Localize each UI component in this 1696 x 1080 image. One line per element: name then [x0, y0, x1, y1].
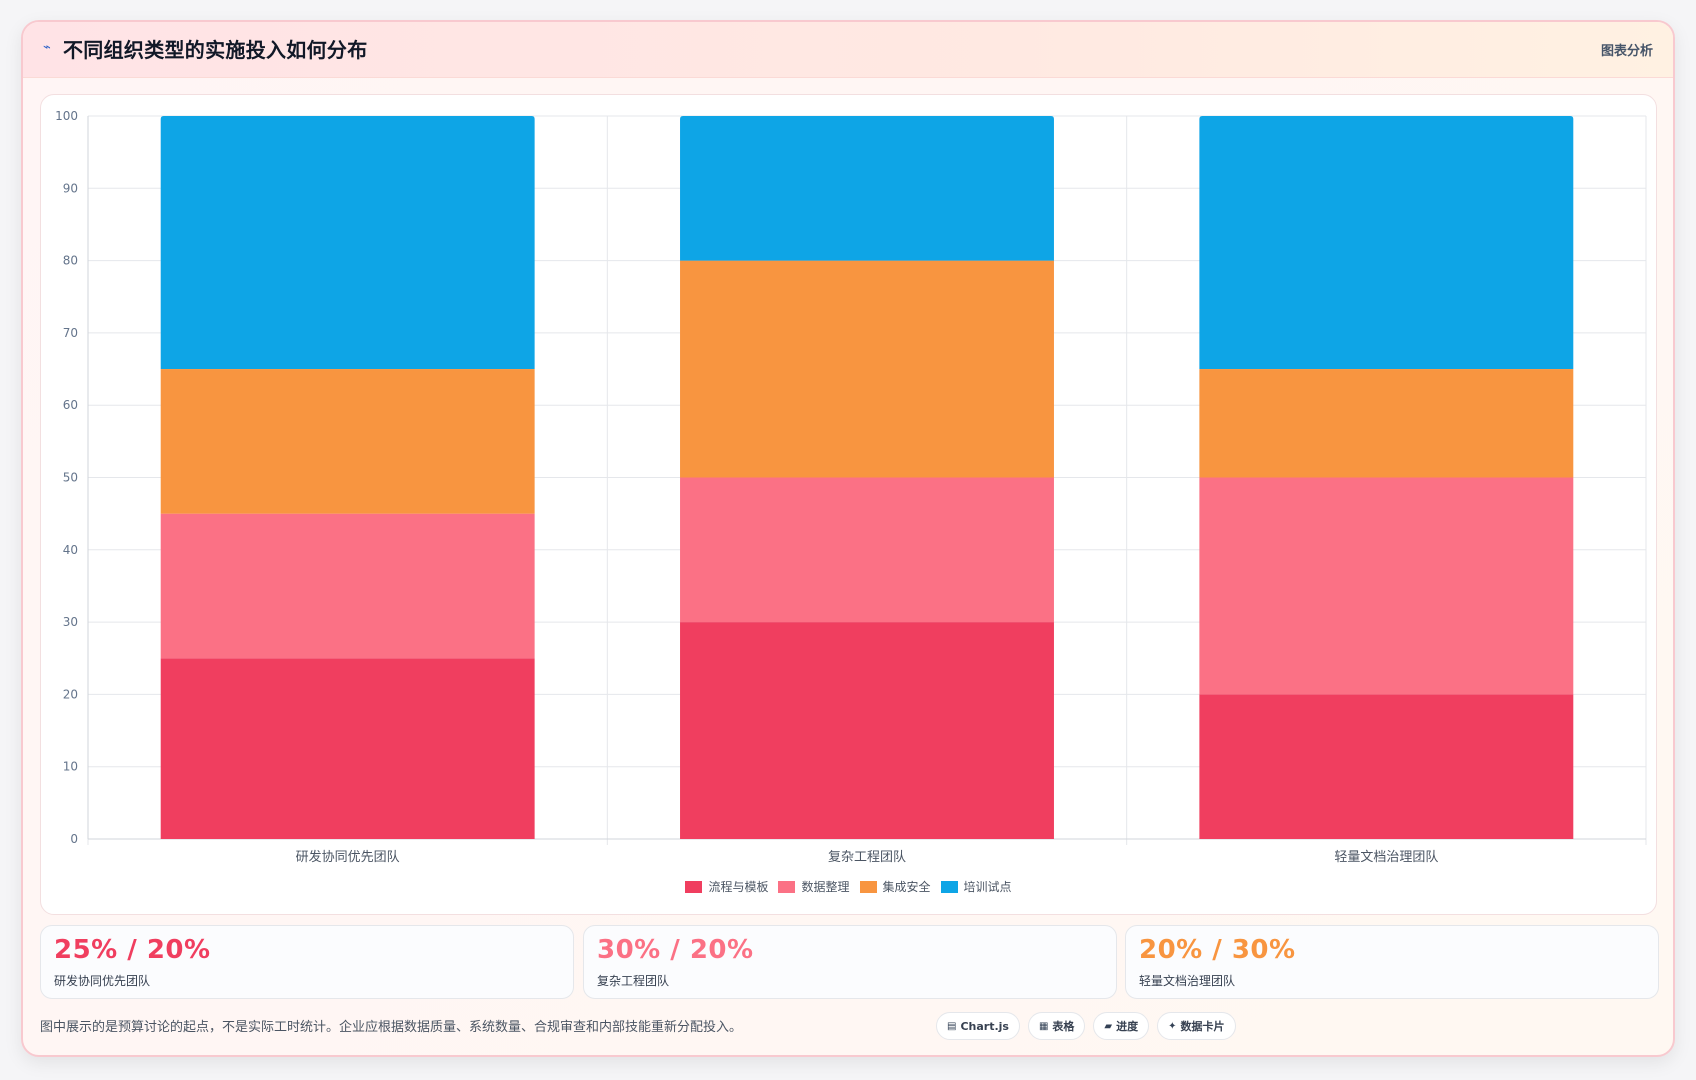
stat-value: 25% / 20%	[54, 935, 211, 965]
y-tick-label: 60	[63, 398, 78, 412]
legend-label: 集成安全	[882, 880, 931, 894]
stat-label: 复杂工程团队	[597, 974, 670, 988]
chip-chartjs[interactable]: ▤ Chart.js	[936, 1012, 1020, 1040]
x-tick-label: 轻量文档治理团队	[1334, 850, 1438, 865]
bar-segment	[1199, 694, 1574, 839]
chart-analysis-tag: 图表分析	[1600, 44, 1653, 59]
legend-swatch	[859, 880, 877, 893]
x-tick-label: 复杂工程团队	[828, 850, 906, 865]
bar-segment	[160, 513, 535, 659]
stat-card-complex: 30% / 20% 复杂工程团队	[583, 925, 1117, 999]
legend-item[interactable]: 培训试点	[940, 878, 1012, 895]
legend-item[interactable]: 数据整理	[778, 878, 850, 895]
stacked-bar-chart: 0 10 20 30 40 50 60 70 80 90 100 研发协同优先团队 复杂工程团队 轻量文档…	[55, 109, 1647, 865]
y-tick-label: 10	[63, 760, 78, 774]
stat-card-light: 20% / 30% 轻量文档治理团队	[1125, 925, 1659, 999]
bar-segment	[160, 658, 535, 839]
legend-swatch	[778, 880, 796, 893]
legend-label: 流程与模板	[708, 880, 769, 894]
chip-data-card[interactable]: ✦ 数据卡片	[1157, 1012, 1236, 1040]
bar-segment	[1199, 369, 1574, 478]
y-tick-label: 80	[63, 254, 78, 268]
bar-segment	[1199, 116, 1574, 370]
y-tick-label: 40	[63, 543, 78, 557]
chip-progress[interactable]: ▰ 进度	[1093, 1012, 1150, 1040]
sparkle-icon: ✦	[1168, 1020, 1177, 1032]
chip-row: ▤ Chart.js ▦ 表格 ▰ 进度 ✦ 数据卡片	[936, 1012, 1236, 1040]
y-tick-label: 90	[63, 181, 78, 195]
legend-swatch	[685, 880, 703, 893]
chart-legend: 流程与模板 数据整理 集成安全 培训试点	[41, 878, 1656, 895]
chart-card: 0 10 20 30 40 50 60 70 80 90 100 研发协同优先团队 复杂工程团队 轻量文档…	[40, 94, 1657, 915]
chip-table[interactable]: ▦ 表格	[1027, 1012, 1086, 1040]
panel-header: ⌁ 不同组织类型的实施投入如何分布 图表分析	[23, 22, 1673, 78]
y-tick-label: 30	[63, 615, 78, 629]
chart-line-icon: ⌁	[43, 40, 51, 55]
y-tick-label: 70	[63, 326, 78, 340]
bar-segment	[160, 369, 535, 514]
chip-label: 进度	[1116, 1020, 1139, 1033]
table-icon: ▦	[1038, 1020, 1049, 1032]
y-tick-label: 50	[63, 471, 78, 485]
bar-segment	[680, 116, 1054, 261]
chart-icon: ▤	[947, 1020, 957, 1032]
legend-item[interactable]: 集成安全	[859, 878, 931, 895]
stat-label: 研发协同优先团队	[54, 974, 151, 988]
chip-label: Chart.js	[960, 1019, 1009, 1033]
chip-label: 数据卡片	[1180, 1020, 1225, 1033]
y-tick-label: 20	[63, 687, 78, 701]
legend-label: 数据整理	[801, 880, 850, 894]
page-title: 不同组织类型的实施投入如何分布	[63, 38, 368, 62]
bar-segment	[160, 116, 535, 370]
bar-segment	[1199, 477, 1574, 695]
bar-segment	[680, 260, 1054, 478]
stat-card-rd: 25% / 20% 研发协同优先团队	[40, 925, 574, 999]
stat-value: 30% / 20%	[597, 935, 754, 965]
stat-value: 20% / 30%	[1139, 935, 1296, 965]
y-tick-label: 100	[55, 109, 78, 123]
chart-panel: ⌁ 不同组织类型的实施投入如何分布 图表分析 0 10 20 30 40 50 60 70 80…	[21, 20, 1675, 1057]
footnote: 图中展示的是预算讨论的起点，不是实际工时统计。企业应根据数据质量、系统数量、合规…	[40, 1020, 743, 1035]
chip-label: 表格	[1052, 1020, 1075, 1033]
y-tick-label: 0	[70, 832, 78, 846]
bar-segment	[680, 622, 1054, 839]
legend-swatch	[940, 880, 958, 893]
x-tick-label: 研发协同优先团队	[296, 849, 400, 865]
legend-label: 培训试点	[963, 880, 1012, 894]
progress-icon: ▰	[1104, 1020, 1113, 1032]
bar-segment	[680, 477, 1054, 623]
legend-item[interactable]: 流程与模板	[685, 878, 768, 895]
stat-label: 轻量文档治理团队	[1139, 974, 1236, 988]
